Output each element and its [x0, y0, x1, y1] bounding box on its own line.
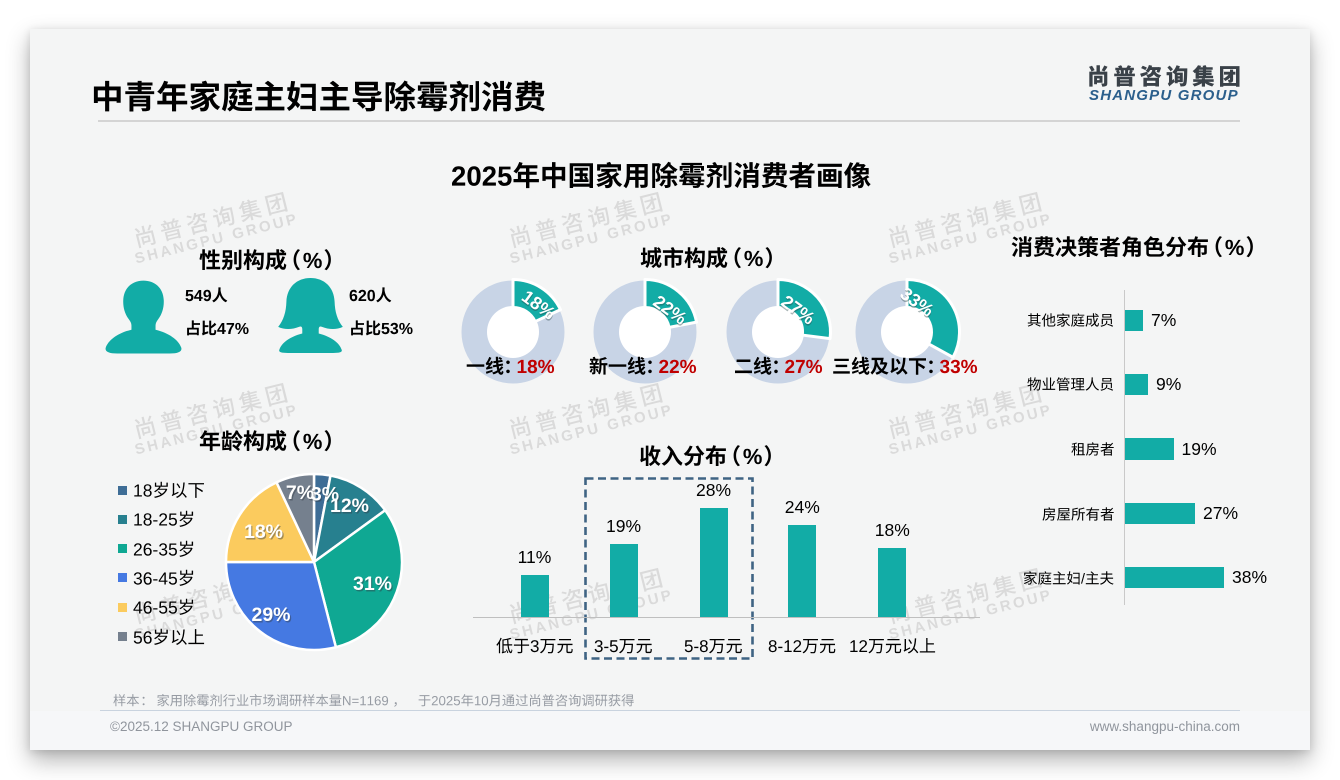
svg-text:18%: 18% — [245, 522, 284, 544]
svg-text:18%: 18% — [244, 521, 283, 543]
svg-text:31%: 31% — [354, 574, 393, 596]
svg-text:3%: 3% — [311, 484, 339, 506]
svg-text:7%: 7% — [286, 482, 314, 504]
svg-text:31%: 31% — [353, 573, 392, 595]
svg-text:3%: 3% — [312, 485, 340, 507]
svg-text:7%: 7% — [287, 483, 315, 505]
svg-text:29%: 29% — [253, 605, 292, 627]
svg-text:29%: 29% — [251, 604, 290, 626]
svg-text:12%: 12% — [330, 495, 369, 517]
svg-text:12%: 12% — [331, 496, 370, 518]
